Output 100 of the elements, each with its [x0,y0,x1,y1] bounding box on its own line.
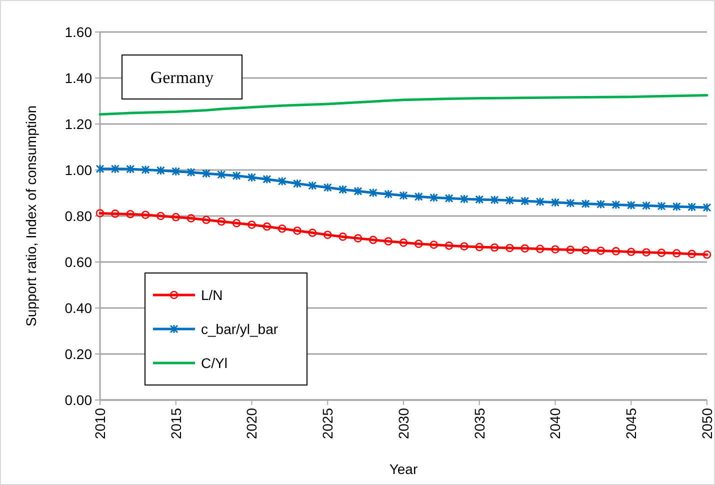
y-tick-label: 0.80 [64,208,92,224]
point [414,240,423,248]
point [248,220,256,229]
point [688,202,696,212]
y-tick-label: 0.40 [64,300,92,316]
point [278,224,286,233]
point [186,214,196,222]
point [702,250,712,259]
y-axis-title: Support ratio, Index of consumption [23,105,39,327]
point [642,200,651,210]
point [566,198,575,208]
point [444,194,454,204]
point [672,202,681,212]
point [581,199,590,209]
x-tick-label: 2015 [168,408,184,440]
point [111,210,120,218]
point [581,246,590,254]
point [308,180,317,190]
y-tick-label: 1.00 [64,162,92,178]
point [338,232,347,241]
legend-label: C/Yl [201,354,228,371]
y-tick-label: 0.00 [64,392,92,408]
point [110,164,120,174]
point [248,172,256,182]
x-tick-label: 2040 [547,408,564,440]
point [202,168,210,178]
x-tick-label: 2030 [395,408,412,440]
point [323,230,332,240]
point [369,236,378,244]
point [490,195,499,205]
point [551,245,560,254]
point [566,246,575,254]
point [399,190,408,200]
point [308,228,317,237]
point [702,202,712,212]
point [430,240,438,249]
point [262,222,272,231]
point [172,213,180,222]
point [293,226,302,235]
point [126,164,135,174]
point [626,200,636,210]
point [323,182,332,192]
line-series [98,94,708,116]
point [460,242,468,251]
point [430,192,438,202]
x-tick-label: 2025 [320,408,336,440]
y-tick-label: 1.20 [64,116,92,132]
y-tick-label: 1.60 [64,24,92,40]
point [612,247,620,256]
point [354,234,362,242]
point [262,174,272,184]
point [399,238,408,247]
point [232,218,241,228]
point [172,166,180,176]
point [156,212,165,220]
point [657,201,666,211]
point [384,237,392,246]
point [612,200,620,210]
point [186,168,196,178]
point [338,184,348,194]
point [475,242,484,252]
x-axis-title: Year [389,461,418,477]
point [278,176,286,186]
point [672,249,681,258]
point [596,200,606,210]
point [642,248,650,256]
point [217,170,226,180]
point [596,246,605,255]
y-tick-label: 0.60 [64,254,92,270]
point [141,165,150,175]
point [444,242,454,250]
point [657,248,666,257]
point [156,166,165,176]
point [232,171,241,180]
point [217,217,226,226]
point [505,196,514,206]
y-tick-label: 0.20 [64,346,92,362]
point [688,250,696,258]
text: Germany [150,68,214,87]
point [414,192,423,202]
point [536,244,544,254]
x-tick-label: 2050 [698,408,715,440]
point [126,210,134,218]
point [141,210,150,219]
point [626,248,636,256]
x-tick-label: 2045 [623,408,640,440]
point [293,178,302,188]
point [536,196,544,206]
point [520,196,530,206]
point [354,186,362,196]
legend-label: L/N [201,286,223,303]
point [368,188,378,198]
point [551,198,560,208]
point [460,194,468,204]
point [520,244,530,253]
point [490,243,499,252]
point [384,189,393,199]
legend-label: c_bar/yl_bar [201,320,278,337]
point [475,194,484,204]
x-tick-label: 2035 [471,408,488,440]
